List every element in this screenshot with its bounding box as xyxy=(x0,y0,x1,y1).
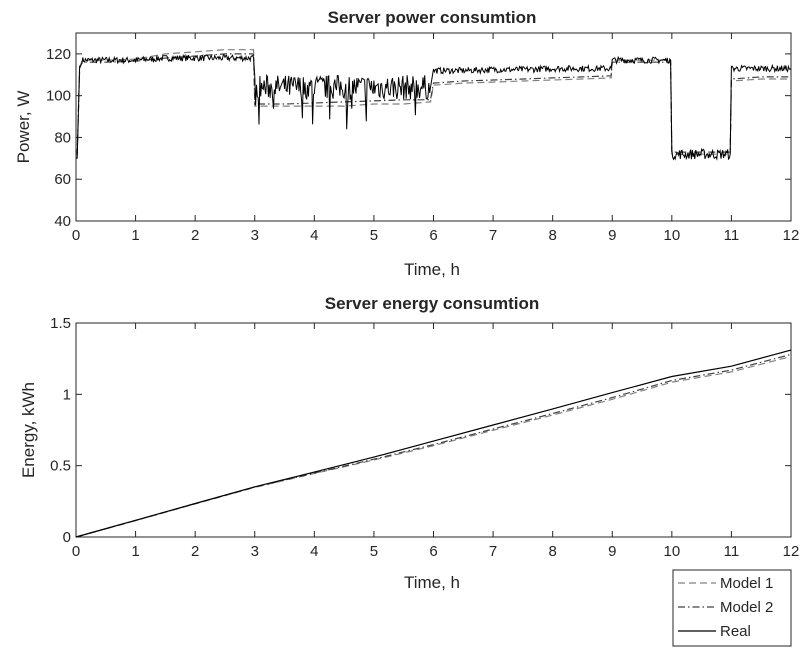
energy-x-label: Time, h xyxy=(404,573,460,592)
x-tick-label: 0 xyxy=(72,543,80,560)
x-tick-label: 10 xyxy=(663,227,680,244)
legend-entries: Model 1 Model 2 Real xyxy=(678,575,773,640)
x-tick-label: 1 xyxy=(131,543,139,560)
x-tick-label: 10 xyxy=(663,543,680,560)
series-line-real xyxy=(75,349,792,538)
x-tick-label: 11 xyxy=(724,227,740,244)
y-tick-label: 0.5 xyxy=(50,458,71,475)
x-tick-label: 9 xyxy=(608,543,616,560)
x-tick-label: 5 xyxy=(370,543,378,560)
x-tick-label: 8 xyxy=(548,543,556,560)
legend-label: Model 1 xyxy=(720,575,773,592)
y-tick-label: 0 xyxy=(63,529,71,546)
energy-lines xyxy=(75,349,792,538)
x-tick-label: 2 xyxy=(191,543,199,560)
x-tick-label: 11 xyxy=(724,543,740,560)
series-line-model-1 xyxy=(76,49,791,155)
power-y-label: Power, W xyxy=(14,91,33,164)
x-tick-label: 4 xyxy=(310,543,318,560)
x-tick-label: 2 xyxy=(191,227,199,244)
x-tick-label: 5 xyxy=(370,227,378,244)
x-tick-label: 3 xyxy=(251,543,259,560)
x-tick-label: 7 xyxy=(489,227,497,244)
y-tick-label: 60 xyxy=(54,171,71,188)
x-tick-label: 9 xyxy=(608,227,616,244)
y-tick-label: 120 xyxy=(46,46,71,63)
x-tick-label: 6 xyxy=(429,227,437,244)
x-tick-label: 3 xyxy=(251,227,259,244)
power-lines xyxy=(76,49,792,161)
y-tick-label: 1 xyxy=(63,386,71,403)
x-tick-label: 8 xyxy=(548,227,556,244)
series-line-real xyxy=(76,53,792,161)
power-x-label: Time, h xyxy=(404,260,460,279)
y-tick-label: 40 xyxy=(54,213,71,230)
x-tick-label: 1 xyxy=(131,227,139,244)
energy-y-label: Energy, kWh xyxy=(19,382,38,478)
x-tick-label: 4 xyxy=(310,227,318,244)
y-tick-label: 100 xyxy=(46,88,71,105)
power-chart-title: Server power consumtion xyxy=(328,8,537,27)
legend-label: Model 2 xyxy=(720,599,773,616)
energy-chart-title: Server energy consumtion xyxy=(325,294,539,313)
power-chart: Server power consumtion 0 1 2 3 4 5 6 7 8 9 10 11 12… xyxy=(14,8,799,279)
energy-plot-area xyxy=(75,322,792,538)
y-tick-label: 1.5 xyxy=(50,315,71,332)
energy-chart: Server energy consumtion 0 1 2 3 4 5 6 7 8 9 10 11 1… xyxy=(19,294,799,592)
legend: Model 1 Model 2 Real xyxy=(672,569,792,647)
x-tick-label: 6 xyxy=(429,543,437,560)
x-tick-label: 7 xyxy=(489,543,497,560)
x-tick-label: 0 xyxy=(72,227,80,244)
power-plot-area xyxy=(75,32,792,222)
x-tick-label: 12 xyxy=(783,543,800,560)
x-tick-label: 12 xyxy=(783,227,800,244)
series-line-model-2 xyxy=(75,353,792,538)
legend-label: Real xyxy=(720,623,751,640)
y-tick-label: 80 xyxy=(54,129,71,146)
